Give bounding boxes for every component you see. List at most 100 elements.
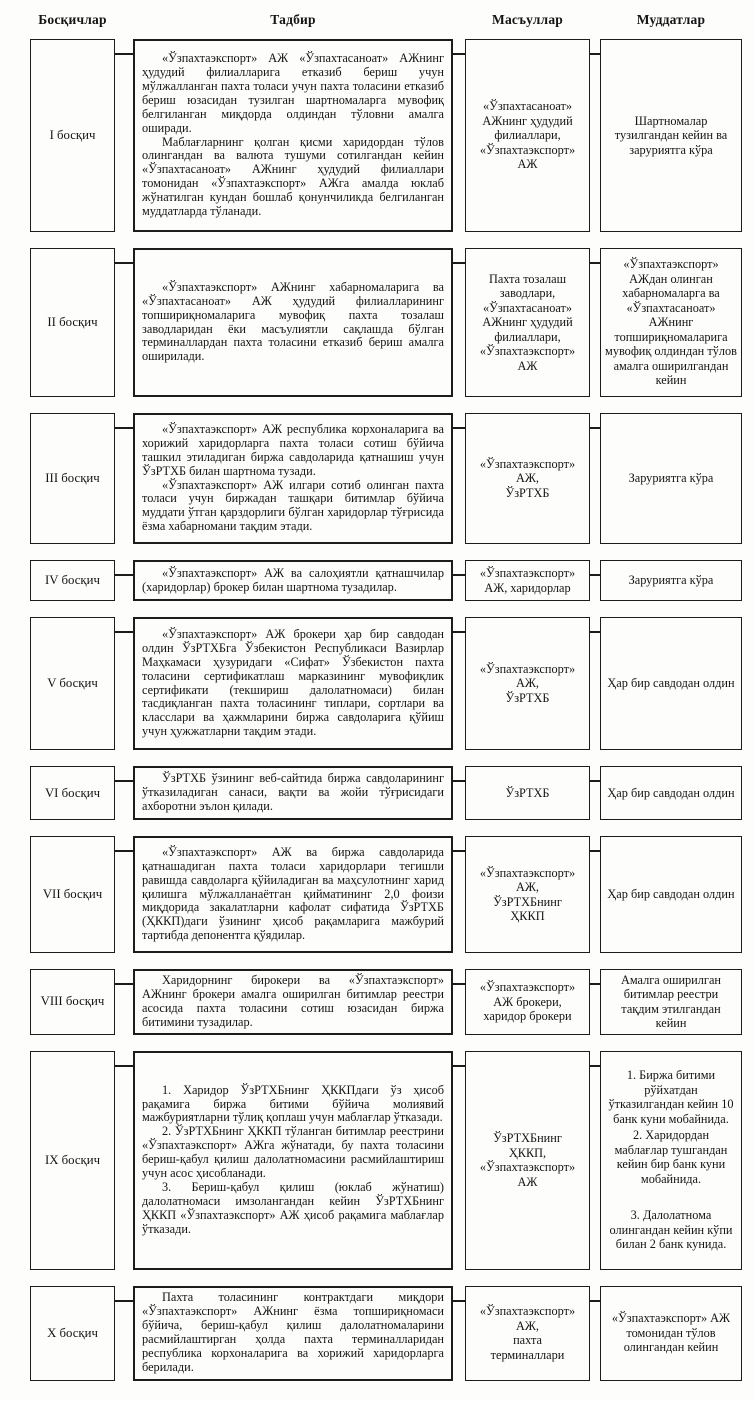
activity-paragraph: «Ўзпахтаэкспорт» АЖ илгари сотиб олинган…	[142, 477, 444, 534]
table-header: Босқичлар Тадбир Масъуллар Муддатлар	[30, 6, 742, 34]
column-header-stages: Босқичлар	[38, 12, 107, 27]
deadline-paragraph: 1. Биржа битими рўйхатдан ўтказилгандан …	[608, 1068, 734, 1126]
stage-cell: IX босқич	[30, 1050, 115, 1270]
responsible-line: АЖ,	[516, 880, 539, 894]
responsible-line: ҲККП	[510, 909, 545, 923]
activity-paragraph: 1. Харидор ЎзРТХБнинг ҲККПдаги ўз ҳисоб …	[142, 1082, 444, 1125]
responsible-line: «Ўзпахтаэкспорт»	[479, 344, 576, 359]
responsible-line: АЖ, харидорлар	[484, 580, 571, 595]
responsible-line: АЖнинг ҳудудий	[482, 113, 573, 128]
responsible-cell: «Ўзпахтасаноат» АЖнинг ҳудудий филиаллари,…	[465, 39, 590, 232]
table-row: II босқич «Ўзпахтаэкспорт» АЖнинг хабарн…	[30, 248, 742, 397]
connector-line	[590, 39, 600, 232]
responsible-line: ЎзРТХБ	[505, 690, 550, 705]
connector-line	[590, 560, 600, 601]
deadline-paragraph: Ҳар бир савдодан олдин	[607, 676, 735, 691]
connector-line	[453, 248, 465, 397]
table-row: X босқич Пахта толасининг контрактдаги м…	[30, 1285, 742, 1381]
activity-paragraph: «Ўзпахтаэкспорт» АЖ ва салоҳиятли қатнаш…	[142, 565, 444, 594]
stage-label: VII босқич	[42, 887, 103, 901]
activity-paragraph: «Ўзпахтаэкспорт» АЖнинг хабарномаларига …	[142, 279, 444, 364]
activity-paragraph: «Ўзпахтаэкспорт» АЖ республика корхонала…	[142, 421, 444, 478]
responsible-line: АЖ,	[516, 471, 539, 486]
stage-rows: I босқич «Ўзпахтаэкспорт» АЖ «Ўзпахтасан…	[30, 39, 742, 1381]
deadline-cell: Амалга оширилган битимлар реестри тақдим…	[600, 969, 742, 1035]
table-row: VII босқич «Ўзпахтаэкспорт» АЖ ва биржа …	[30, 836, 742, 953]
connector-line	[590, 413, 600, 544]
stage-cell: III босқич	[30, 413, 115, 544]
table-row: IV босқич «Ўзпахтаэкспорт» АЖ ва салоҳия…	[30, 560, 742, 601]
responsible-line: «Ўзпахтаэкспорт»	[479, 980, 576, 995]
connector-line	[115, 560, 133, 601]
deadline-cell: «Ўзпахтаэкспорт» АЖдан олинган хабарнома…	[600, 248, 742, 397]
responsible-line: «Ўзпахтаэкспорт»	[479, 456, 576, 471]
responsible-line: Пахта тозалаш	[488, 271, 567, 286]
responsible-cell: «Ўзпахтаэкспорт» АЖ, ЎзРТХБнинг ҲККП	[465, 836, 590, 953]
stage-cell: IV босқич	[30, 560, 115, 601]
stage-cell: V босқич	[30, 617, 115, 750]
connector-line	[590, 248, 600, 397]
deadline-paragraph: Ҳар бир савдодан олдин	[607, 887, 735, 902]
activity-cell: 1. Харидор ЎзРТХБнинг ҲККПдаги ўз ҳисоб …	[133, 1050, 453, 1270]
connector-line	[115, 413, 133, 544]
connector-line	[453, 617, 465, 750]
deadline-paragraph: 2. Харидордан маблағлар тушгандан кейин …	[614, 1128, 728, 1186]
stage-label: IV босқич	[45, 573, 100, 587]
deadline-cell: Заруриятга кўра	[600, 560, 742, 601]
connector-line	[115, 836, 133, 953]
responsible-line: терминаллари	[490, 1347, 565, 1362]
deadline-cell: Шартномалар тузилгандан кейин ва зарурия…	[600, 39, 742, 232]
connector-line	[590, 1051, 600, 1270]
responsible-line: ЎзРТХБнинг	[493, 894, 562, 909]
deadline-cell: Ҳар бир савдодан олдин	[600, 836, 742, 953]
connector-line	[590, 1286, 600, 1381]
deadline-cell: Ҳар бир савдодан олдин	[600, 617, 742, 750]
table-row: VIII босқич Харидорнинг бирокери ва «Ўзп…	[30, 969, 742, 1035]
connector-line	[115, 969, 133, 1035]
responsible-line: АЖ,	[516, 676, 539, 691]
stage-label: VIII босқич	[40, 994, 105, 1009]
connector-line	[453, 1051, 465, 1270]
stage-label: X босқич	[47, 1325, 98, 1340]
activity-cell: «Ўзпахтаэкспорт» АЖ ва биржа савдоларида…	[133, 836, 453, 953]
deadline-cell: 1. Биржа битими рўйхатдан ўтказилгандан …	[600, 1050, 742, 1270]
deadline-paragraph: Ҳар бир савдодан олдин	[607, 785, 735, 800]
activity-cell: «Ўзпахтаэкспорт» АЖ «Ўзпахтасаноат» АЖни…	[133, 39, 453, 232]
responsible-line: АЖ	[517, 358, 538, 373]
responsible-line: АЖ	[517, 157, 538, 172]
responsible-cell: «Ўзпахтаэкспорт» АЖ, ЎзРТХБ	[465, 617, 590, 750]
connector-line	[115, 766, 133, 820]
responsible-line: АЖ	[517, 1174, 538, 1189]
activity-paragraph: 3. Бериш-қабул қилиш (юклаб жўнатиш) дал…	[142, 1179, 444, 1236]
connector-line	[590, 617, 600, 750]
responsible-line: «Ўзпахтаэкспорт»	[479, 1304, 576, 1319]
activity-cell: ЎзРТХБ ўзининг веб-сайтида биржа савдола…	[133, 766, 453, 820]
stage-label: VI босқич	[44, 785, 101, 800]
activity-paragraph: «Ўзпахтаэкспорт» АЖ «Ўзпахтасаноат» АЖни…	[142, 51, 444, 135]
stage-cell: I босқич	[30, 39, 115, 232]
activity-cell: Пахта толасининг контрактдаги миқдори «Ў…	[133, 1285, 453, 1381]
connector-line	[453, 766, 465, 820]
responsible-line: «Ўзпахтасаноат»	[482, 99, 573, 114]
activity-cell: «Ўзпахтаэкспорт» АЖнинг хабарномаларига …	[133, 248, 453, 397]
responsible-line: филиаллари,	[494, 329, 561, 344]
responsible-line: «Ўзпахтаэкспорт»	[479, 142, 576, 157]
stage-label: I босқич	[49, 128, 96, 142]
table-row: IX босқич 1. Харидор ЎзРТХБнинг ҲККПдаги…	[30, 1050, 742, 1270]
responsible-cell: ЎзРТХБнинг ҲККП, «Ўзпахтаэкспорт» АЖ	[465, 1050, 590, 1270]
responsible-line: «Ўзпахтаэкспорт»	[479, 865, 576, 880]
column-header-responsible: Масъуллар	[492, 12, 563, 27]
responsible-line: «Ўзпахтаэкспорт»	[479, 566, 576, 580]
activity-paragraph: Маблағларнинг қолган қисми харидордан тў…	[142, 134, 444, 218]
responsible-line: ЎзРТХБ	[505, 785, 550, 800]
responsible-line: заводлари,	[499, 286, 556, 301]
responsible-line: ҲККП,	[508, 1145, 547, 1160]
activity-paragraph: «Ўзпахтаэкспорт» АЖ ва биржа савдоларида…	[142, 844, 444, 943]
responsible-cell: Пахта тозалаш заводлари, «Ўзпахтасаноат» АЖ…	[465, 248, 590, 397]
connector-line	[115, 39, 133, 232]
connector-line	[453, 1286, 465, 1381]
stage-cell: VII босқич	[30, 836, 115, 953]
stage-cell: VIII босқич	[30, 969, 115, 1035]
responsible-line: харидор брокери	[483, 1009, 572, 1024]
column-header-deadlines: Муддатлар	[636, 12, 706, 27]
